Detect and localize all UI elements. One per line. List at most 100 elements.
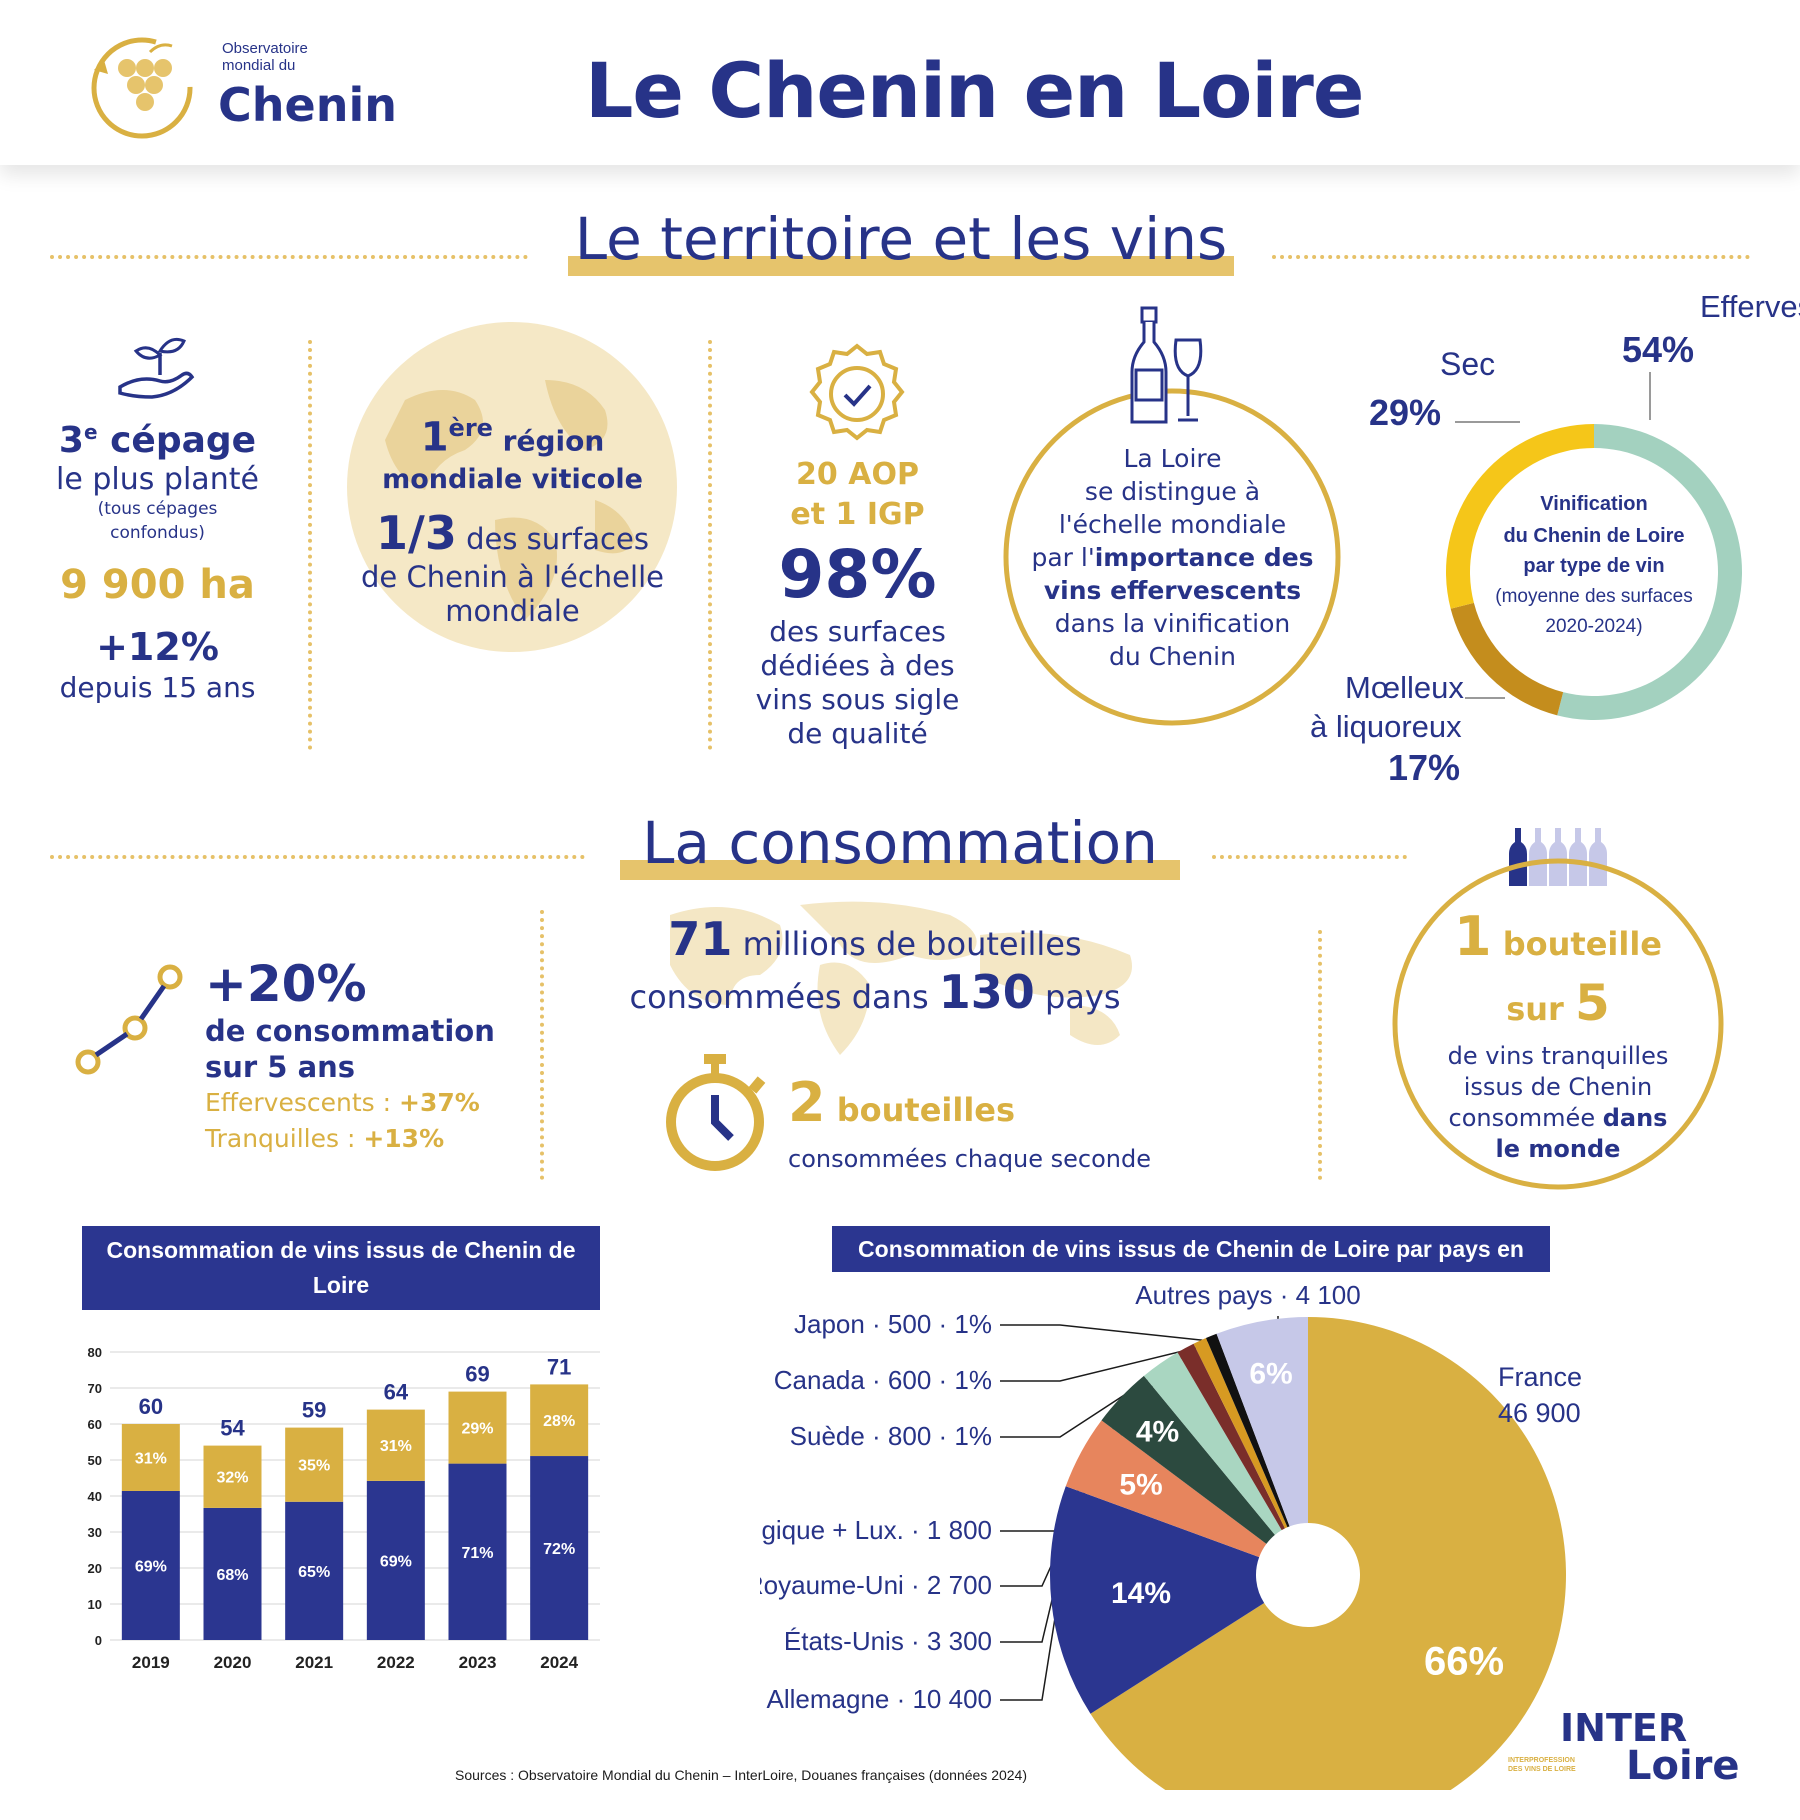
- hand-plant-icon: [118, 337, 195, 399]
- bar-share-label: 31%: [135, 1450, 167, 1467]
- bar-segment-tranquilles: [448, 1463, 507, 1640]
- bar-segment-effervescents: [530, 1384, 589, 1457]
- x-tick-label: 2023: [459, 1653, 497, 1672]
- growth-line-icon: [75, 964, 183, 1075]
- pie-slice--tats-unis: [1065, 1420, 1267, 1558]
- y-tick-label: 80: [88, 1345, 102, 1360]
- pie-country-label: Japon · 500 · 1%: [794, 1309, 992, 1339]
- x-tick-label: 2024: [540, 1653, 578, 1672]
- donut-center-title-4: (moyenne des surfaces: [1495, 586, 1693, 607]
- five-bottles-icon: [1509, 828, 1607, 886]
- x-tick-label: 2019: [132, 1653, 170, 1672]
- x-tick-label: 2022: [377, 1653, 415, 1672]
- donut-center-title-2: du Chenin de Loire: [1503, 525, 1684, 547]
- bar-total-label: 54: [220, 1416, 245, 1441]
- divider-dots-left-2: [50, 855, 585, 859]
- stat-region: 1ère région mondiale viticole 1/3 des su…: [361, 414, 664, 629]
- pie-country-label: Autres pays · 4 100: [1135, 1280, 1360, 1310]
- bar-total-label: 60: [139, 1394, 163, 1419]
- pie-country-label: Canada · 600 · 1%: [774, 1365, 992, 1395]
- bar-segment-effervescents: [121, 1424, 180, 1491]
- bar-segment-effervescents: [203, 1445, 262, 1508]
- bar-share-label: 28%: [543, 1413, 575, 1430]
- pie-slice-autres-pays: [1216, 1317, 1308, 1527]
- pie-leader-line: [1000, 1324, 1214, 1343]
- bar-segment-tranquilles: [530, 1456, 589, 1640]
- stat-par-seconde: 2 bouteilles consommées chaque seconde: [788, 1071, 1152, 1174]
- pie-country-label: Royaume-Uni · 2 700: [760, 1570, 992, 1600]
- pie-country-label: France: [1498, 1362, 1582, 1392]
- stat-effervescent: La Loire se distingue à l'échelle mondia…: [1031, 444, 1314, 671]
- bar-share-label: 29%: [461, 1421, 493, 1438]
- pie-slice-belgique-lux-: [1143, 1352, 1282, 1535]
- stat-cepage: 3e cépage le plus planté (tous cépages c…: [56, 420, 259, 704]
- logo-subtitle: Observatoire mondial du: [222, 40, 308, 74]
- bar-segment-tranquilles: [285, 1501, 344, 1640]
- donut-label-moelleux-2: à liquoreux: [1310, 709, 1462, 744]
- pie-leader-line: [1000, 1602, 1059, 1701]
- y-tick-label: 60: [88, 1417, 102, 1432]
- stat-croissance: +20% de consommation sur 5 ans Effervesc…: [205, 955, 495, 1153]
- bar-share-label: 69%: [380, 1553, 412, 1570]
- pie-slice-japon: [1205, 1333, 1290, 1528]
- pie-leader-line: [1000, 1345, 1203, 1382]
- donut-center-title-5: 2020-2024): [1545, 616, 1642, 637]
- y-tick-label: 40: [88, 1489, 102, 1504]
- vinification-donut-chart: Vinification du Chenin de Loire par type…: [1310, 290, 1800, 788]
- y-tick-label: 70: [88, 1381, 102, 1396]
- pie-country-label: Suède · 800 · 1%: [790, 1421, 992, 1451]
- y-tick-label: 30: [88, 1525, 102, 1540]
- bar-total-label: 64: [384, 1380, 409, 1405]
- pie-country-label: Allemagne · 10 400: [767, 1684, 992, 1714]
- pie-country-value: 46 900: [1498, 1398, 1581, 1428]
- bar-segment-effervescents: [448, 1391, 507, 1464]
- stat-bouteilles: 71 millions de bouteilles consommées dan…: [629, 912, 1121, 1019]
- pie-pct-label: 5%: [1119, 1468, 1162, 1501]
- world-map-icon: [670, 901, 1132, 1055]
- divider-dots-right: [1272, 255, 1750, 259]
- bar-share-label: 32%: [216, 1470, 248, 1487]
- pie-slice-su-de: [1177, 1343, 1285, 1531]
- sources-text: Sources : Observatoire Mondial du Chenin…: [455, 1767, 1027, 1783]
- bar-segment-effervescents: [366, 1409, 425, 1481]
- y-tick-label: 0: [95, 1633, 102, 1648]
- pie-pct-label: 6%: [1249, 1357, 1292, 1390]
- page-title: Le Chenin en Loire: [585, 46, 1364, 135]
- country-pie-chart: 66% 14% 5% 4% 6% Japon · 500 · 1% Canada · 600…: [760, 1280, 1582, 1790]
- donut-value-effervescent: 54%: [1622, 329, 1694, 370]
- donut-label-sec: Sec: [1440, 346, 1495, 382]
- stat-qualite: 20 AOP et 1 IGP 98% des surfaces dédiées…: [755, 457, 960, 750]
- divider-vertical-2: [708, 340, 712, 750]
- stat-un-sur-cinq: 1 bouteille sur 5 de vins tranquilles is…: [1447, 905, 1669, 1164]
- one-in-five-circle: [1392, 858, 1724, 1190]
- bar-segment-effervescents: [285, 1427, 344, 1502]
- divider-dots-left: [50, 255, 528, 259]
- quality-seal-icon: [809, 343, 905, 441]
- logo-name: Chenin: [218, 78, 397, 132]
- pie-country-label: États-Unis · 3 300: [784, 1626, 992, 1656]
- header-bar: Observatoire mondial du Chenin Le Chenin…: [0, 0, 1800, 165]
- pie-pct-label: 14%: [1111, 1577, 1171, 1610]
- section-title-territoire: Le territoire et les vins: [568, 206, 1234, 276]
- donut-slice-1: [1450, 602, 1564, 716]
- effervescent-circle: [1003, 388, 1341, 726]
- bar-total-label: 71: [547, 1354, 571, 1379]
- pie-slice-royaume-uni: [1101, 1375, 1275, 1544]
- bar-share-label: 72%: [543, 1541, 575, 1558]
- donut-center-title-3: par type de vin: [1523, 555, 1664, 577]
- bar-share-label: 68%: [216, 1567, 248, 1584]
- y-tick-label: 10: [88, 1597, 102, 1612]
- interloire-logo: INTER INTERPROFESSION DES VINS DE LOIRE L…: [1508, 1706, 1740, 1789]
- divider-dots-right-2: [1212, 855, 1407, 859]
- pie-pct-label: 4%: [1136, 1415, 1179, 1448]
- donut-value-sec: 29%: [1369, 392, 1441, 433]
- divider-vertical-1: [308, 340, 312, 750]
- pie-country-label: Belgique + Lux. · 1 800: [760, 1515, 992, 1545]
- divider-vertical-3: [540, 910, 544, 1180]
- pie-slice-france: [1090, 1317, 1566, 1790]
- section-title-consommation: La consommation: [620, 810, 1180, 880]
- donut-slice-0: [1557, 424, 1742, 720]
- bottle-glass-icon: [1130, 306, 1203, 424]
- globe-icon: [347, 322, 677, 652]
- bar-segment-tranquilles: [121, 1490, 180, 1640]
